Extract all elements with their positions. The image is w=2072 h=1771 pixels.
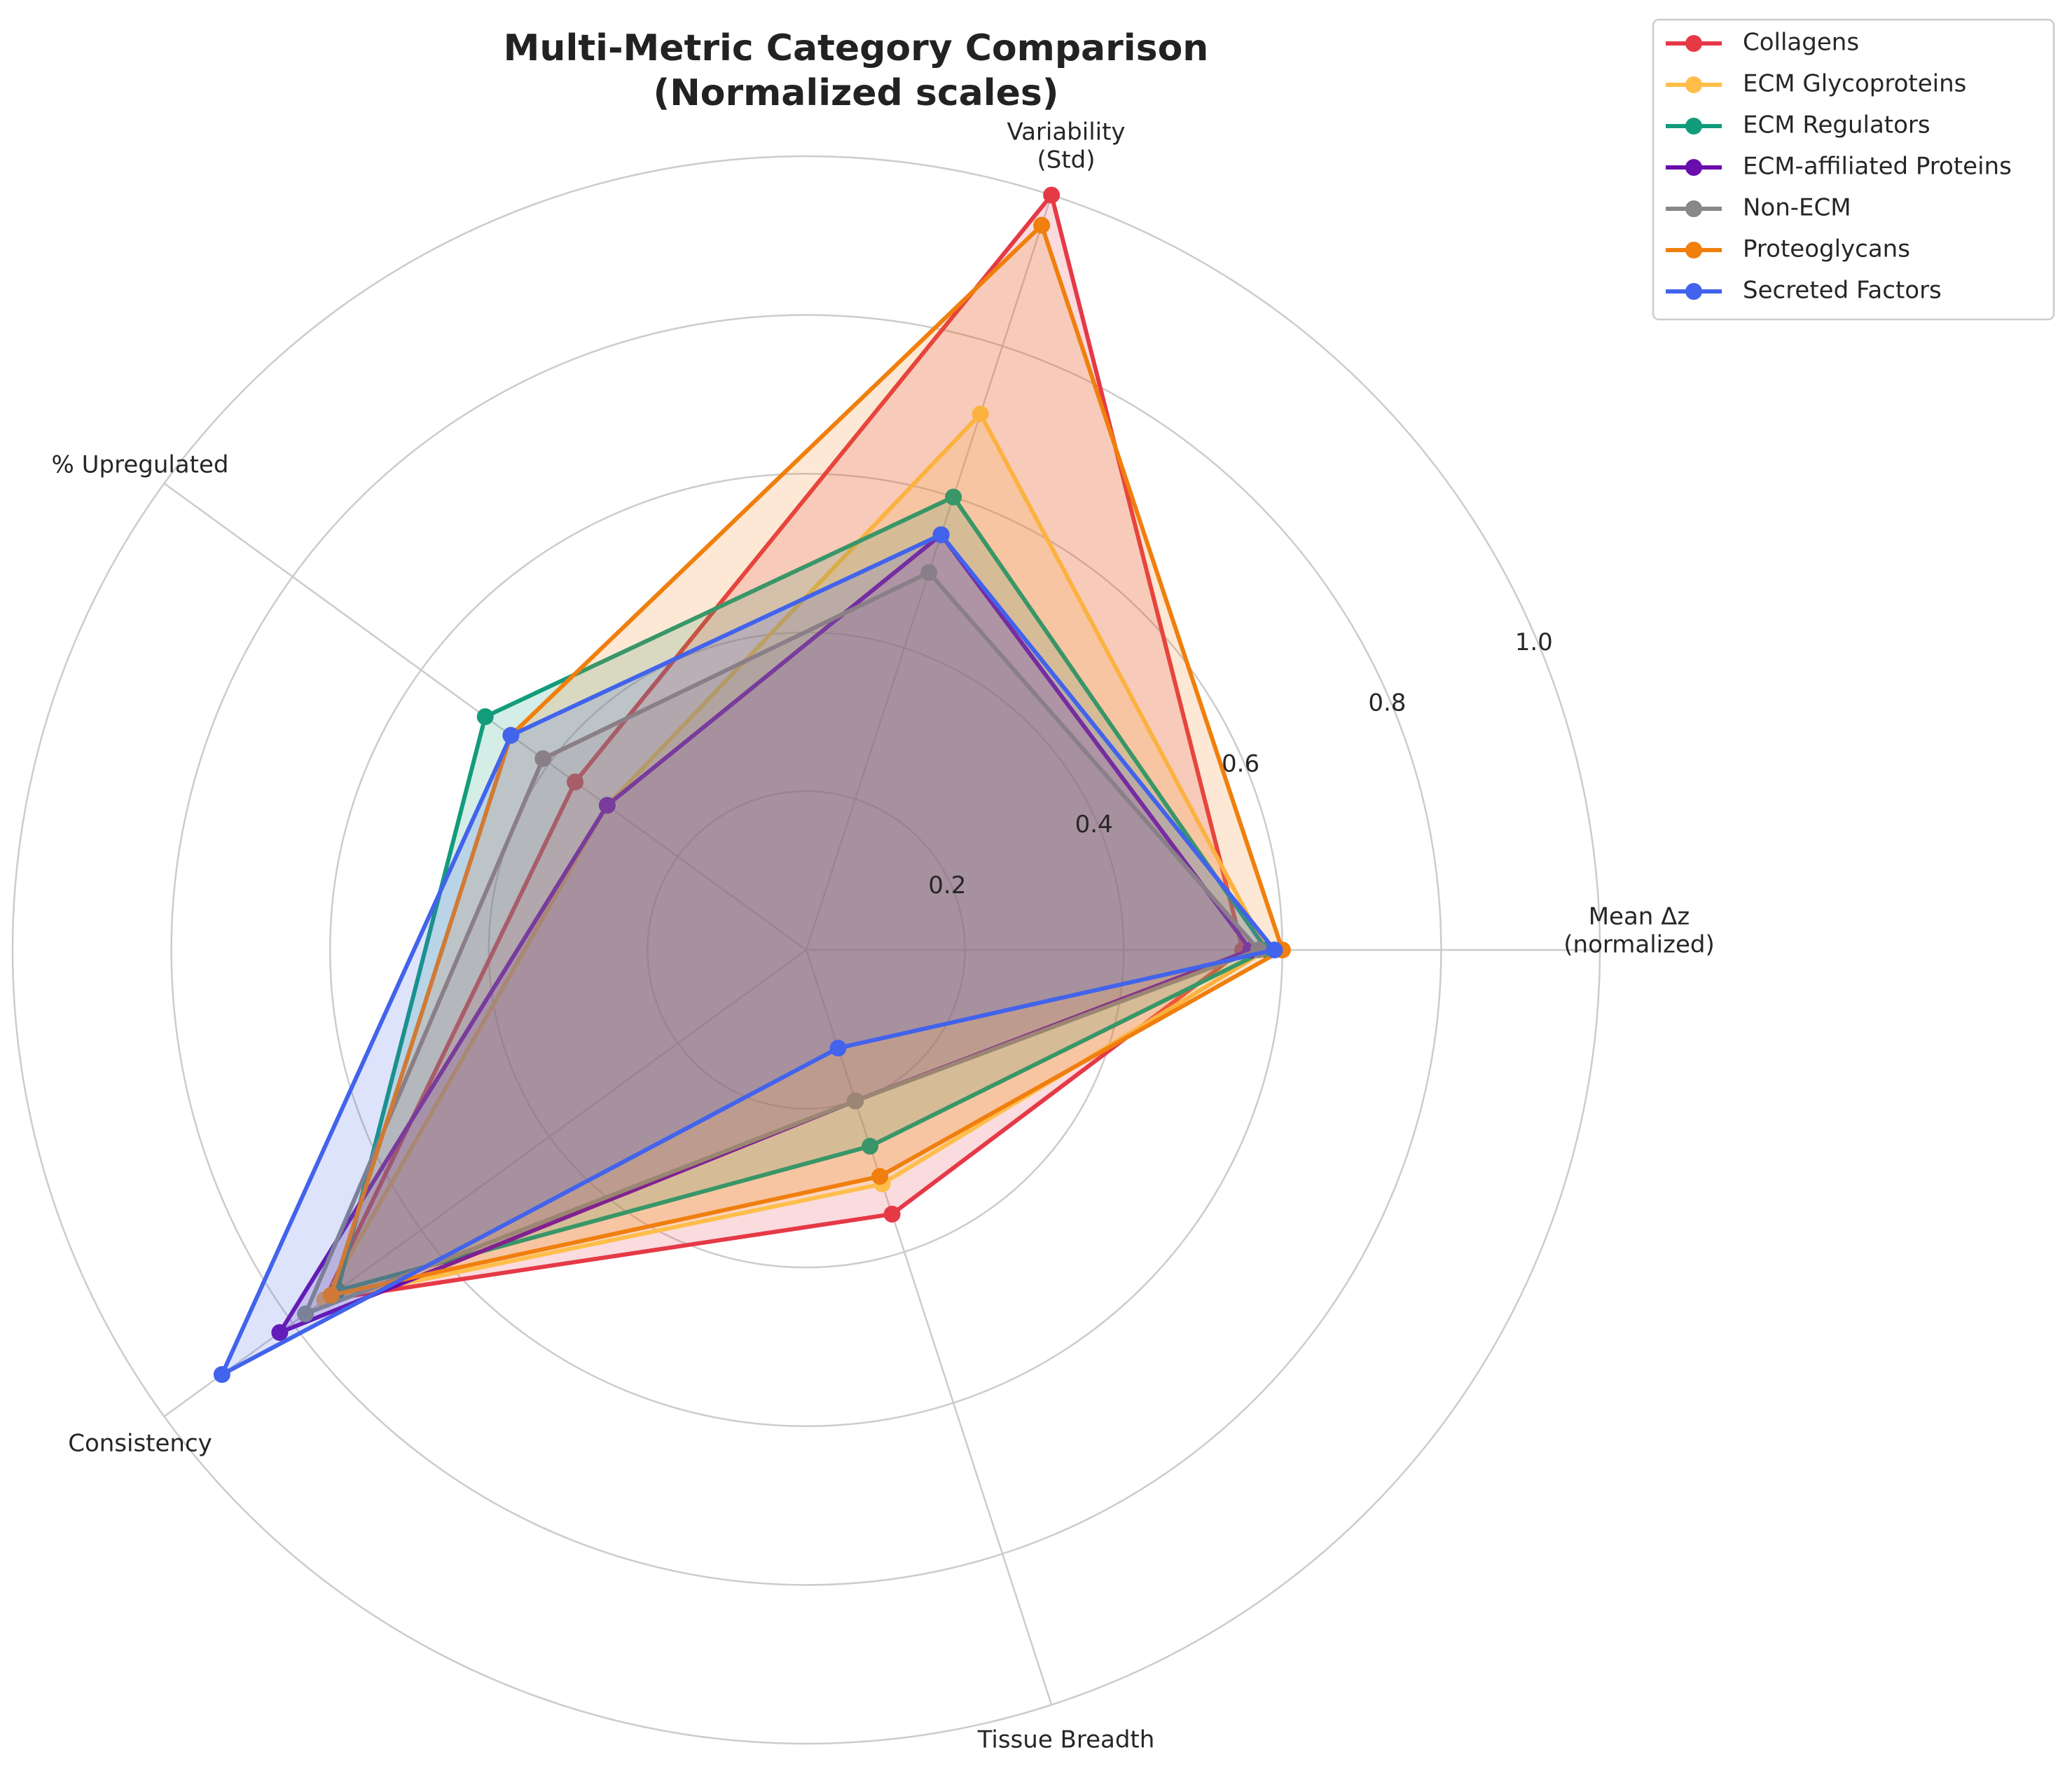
legend-box <box>1652 18 2055 321</box>
series-line-5 <box>303 570 1261 1316</box>
legend-swatch-marker-6 <box>1685 242 1702 259</box>
legend-label-5: Non-ECM <box>1743 194 1851 222</box>
series-line-1 <box>322 193 1245 1302</box>
radial-tick-label-5: 1.0 <box>1515 628 1553 656</box>
series-4-point-4 <box>271 1324 289 1342</box>
series-7-point-5 <box>829 1040 847 1057</box>
series-6-point-2 <box>1033 216 1051 234</box>
series-line-6 <box>329 223 1285 1297</box>
chart-title-line-1: Multi-Metric Category Comparison <box>504 27 1209 69</box>
axis-label-3-line-1: % Upregulated <box>52 451 229 479</box>
axis-labels: Mean Δz(normalized) Variability(Std) % Upr… <box>52 118 1715 1754</box>
chart-title-line-2: (Normalized scales) <box>653 72 1058 114</box>
series-7-point-4 <box>213 1366 230 1384</box>
legend: Collagens ECM Glycoproteins ECM Regulators… <box>1652 18 2055 321</box>
series-5-point-5 <box>847 1092 864 1110</box>
series-area-6 <box>331 225 1283 1295</box>
radial-tick-labels: 0.2 0.4 0.6 0.8 1.0 <box>928 628 1552 900</box>
series-7 <box>213 526 1283 1384</box>
legend-swatch-marker-7 <box>1685 283 1702 300</box>
legend-swatch-marker-4 <box>1685 159 1702 176</box>
series-6-point-4 <box>322 1286 340 1304</box>
legend-label-1: Collagens <box>1743 29 1859 57</box>
series-line-3 <box>335 495 1269 1293</box>
axis-label-2-line-1: Variability <box>1007 118 1125 146</box>
legend-item-1: Collagens <box>1666 29 1859 57</box>
grid-spoke-5 <box>805 949 1053 1705</box>
series-area-7 <box>221 535 1275 1374</box>
radial-tick-label-4: 0.8 <box>1368 689 1406 717</box>
legend-item-3: ECM Regulators <box>1666 111 1931 139</box>
axis-label-1-line-2: (normalized) <box>1563 931 1714 959</box>
series-7-point-1 <box>1266 942 1283 958</box>
legend-swatch-marker-3 <box>1685 118 1702 135</box>
radial-tick-label-2: 0.4 <box>1075 811 1113 839</box>
legend-label-3: ECM Regulators <box>1743 111 1931 139</box>
radar-series <box>213 186 1291 1384</box>
series-1-point-2 <box>1043 186 1061 204</box>
series-5-point-2 <box>920 564 938 581</box>
series-5-point-4 <box>297 1305 315 1323</box>
axis-label-5-line-1: Tissue Breadth <box>977 1726 1155 1754</box>
radial-tick-label-3: 0.6 <box>1222 750 1259 778</box>
series-line-2 <box>322 411 1269 1302</box>
series-7-point-2 <box>932 526 950 544</box>
series-3-point-3 <box>476 708 494 726</box>
series-6-point-5 <box>871 1168 889 1185</box>
legend-item-6: Proteoglycans <box>1666 235 1910 263</box>
series-3-point-2 <box>945 488 962 506</box>
axis-label-4-line-1: Consistency <box>68 1430 212 1458</box>
series-2-point-2 <box>972 405 989 422</box>
series-7-point-3 <box>502 726 520 744</box>
legend-swatch-marker-2 <box>1685 76 1702 93</box>
series-area-2 <box>324 413 1267 1300</box>
chart-title: Multi-Metric Category Comparison(Normali… <box>504 27 1209 114</box>
series-5 <box>297 564 1267 1323</box>
series-3-point-5 <box>862 1138 879 1155</box>
radial-tick-label-1: 0.2 <box>928 871 966 900</box>
series-4-point-3 <box>598 797 616 814</box>
legend-swatch-marker-1 <box>1685 35 1702 52</box>
legend-swatch-marker-5 <box>1685 200 1702 217</box>
legend-item-2: ECM Glycoproteins <box>1666 70 1966 98</box>
series-line-7 <box>219 532 1277 1377</box>
legend-label-6: Proteoglycans <box>1743 235 1910 263</box>
legend-label-7: Secreted Factors <box>1743 277 1942 305</box>
series-5-point-3 <box>534 750 552 767</box>
axis-label-1-line-1: Mean Δz <box>1589 903 1690 931</box>
series-1-point-5 <box>883 1206 901 1223</box>
legend-item-4: ECM-affiliated Proteins <box>1666 153 2012 181</box>
legend-item-7: Secreted Factors <box>1666 277 1942 305</box>
legend-label-4: ECM-affiliated Proteins <box>1743 153 2012 181</box>
axis-label-2-line-2: (Std) <box>1037 146 1095 174</box>
series-area-4 <box>279 535 1251 1333</box>
series-area-5 <box>305 572 1259 1314</box>
series-1-point-3 <box>567 773 584 791</box>
legend-label-2: ECM Glycoproteins <box>1743 70 1966 98</box>
grid-spoke-4 <box>163 949 807 1417</box>
legend-item-5: Non-ECM <box>1666 194 1851 222</box>
